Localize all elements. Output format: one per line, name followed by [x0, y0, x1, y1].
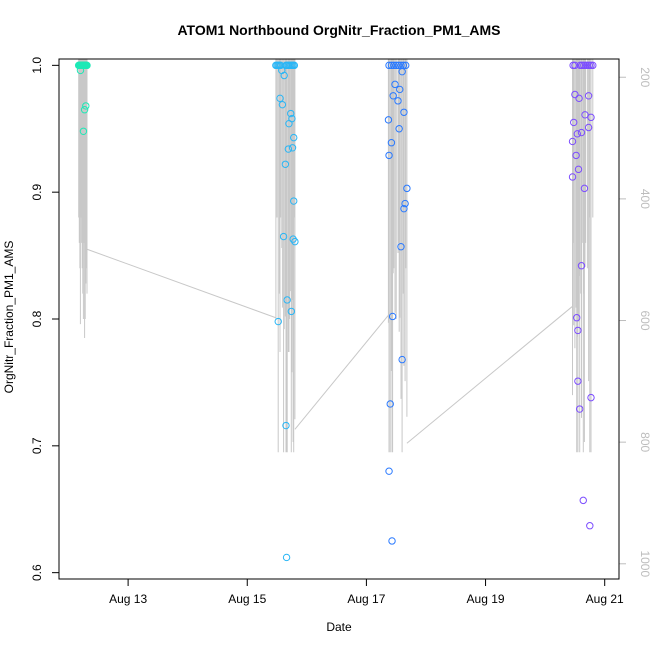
data-point	[577, 262, 586, 270]
data-point	[291, 237, 299, 246]
data-point	[571, 61, 579, 70]
x-tick-label: Aug 21	[586, 592, 624, 606]
line-series-layer	[78, 59, 594, 453]
data-point	[573, 314, 581, 322]
data-point	[584, 123, 593, 132]
data-point	[276, 94, 284, 103]
y2-tick-label: 400	[638, 189, 650, 209]
data-point	[79, 127, 88, 135]
data-point	[280, 71, 288, 80]
data-point	[385, 151, 393, 160]
data-point	[396, 85, 404, 94]
data-point	[394, 61, 403, 70]
data-point	[568, 173, 577, 181]
data-point	[391, 80, 399, 89]
y2-tick-label: 1000	[638, 550, 650, 577]
y-tick-label: 0.9	[30, 184, 44, 201]
data-point	[574, 326, 582, 335]
data-point	[587, 393, 595, 402]
data-point	[575, 405, 584, 413]
y-tick-label: 0.8	[30, 310, 44, 327]
trace-verticals	[78, 59, 594, 453]
data-point	[586, 522, 594, 530]
y-tick-label: 0.7	[30, 437, 44, 454]
data-point	[584, 92, 593, 100]
data-point	[282, 421, 290, 430]
data-point	[274, 317, 282, 326]
data-point	[389, 92, 397, 100]
data-point	[387, 139, 396, 147]
data-point	[385, 61, 393, 70]
data-point	[290, 197, 298, 205]
data-point	[388, 537, 396, 545]
data-point	[570, 118, 578, 127]
y-axis-label: OrgNitr_Fraction_PM1_AMS	[2, 241, 16, 394]
data-point	[580, 184, 589, 193]
data-point	[572, 151, 580, 160]
x-axis-label: Date	[326, 620, 352, 634]
data-point	[575, 94, 583, 103]
data-point	[577, 128, 586, 137]
data-point	[282, 553, 291, 562]
data-point	[290, 61, 299, 70]
data-point	[574, 165, 583, 174]
data-point	[403, 184, 411, 193]
data-point	[288, 144, 297, 152]
y-tick-label: 0.6	[30, 564, 44, 581]
data-point	[397, 243, 405, 251]
data-point	[574, 377, 582, 385]
axes-layer: Aug 13 Aug 15 Aug 17 Aug 19 Aug 21 0.6 0.7 0.8 0…	[30, 57, 650, 606]
y2-tick-label: 200	[638, 67, 650, 87]
data-point	[386, 400, 394, 408]
data-point	[398, 355, 406, 364]
data-point	[573, 130, 581, 138]
x-tick-label: Aug 13	[109, 592, 147, 606]
plot-frame	[58, 58, 620, 580]
data-point	[398, 67, 406, 76]
data-point	[287, 109, 295, 118]
data-point	[579, 496, 587, 505]
data-point	[285, 119, 293, 128]
data-point	[392, 61, 400, 70]
trace-connector	[294, 314, 389, 430]
data-point	[83, 61, 91, 70]
data-point	[290, 133, 298, 142]
data-point	[589, 61, 597, 70]
data-point	[587, 113, 595, 122]
data-point	[281, 160, 290, 168]
x-tick-label: Aug 19	[467, 592, 505, 606]
data-point	[287, 307, 296, 316]
trace-connector	[86, 248, 277, 319]
x-tick-label: Aug 17	[347, 592, 385, 606]
data-point	[278, 100, 287, 109]
data-point	[390, 61, 398, 70]
data-point	[283, 296, 291, 304]
data-point	[395, 125, 403, 133]
data-point	[401, 199, 409, 208]
data-point	[568, 137, 577, 146]
data-point	[80, 106, 89, 114]
data-point	[400, 108, 408, 116]
data-point	[571, 90, 579, 99]
x-tick-label: Aug 15	[228, 592, 266, 606]
data-point	[385, 467, 393, 475]
scatter-points-layer	[74, 61, 597, 562]
chart-title: ATOM1 Northbound OrgNitr_Fraction_PM1_AM…	[177, 22, 500, 38]
trace-connector	[406, 305, 573, 444]
data-point	[388, 312, 397, 321]
data-point	[284, 145, 293, 153]
data-point	[279, 232, 288, 241]
y2-tick-label: 600	[638, 311, 650, 331]
data-point	[82, 102, 90, 110]
data-point	[384, 116, 393, 124]
data-point	[400, 204, 408, 213]
data-point	[581, 111, 589, 119]
y-tick-label: 1.0	[30, 57, 44, 74]
data-point	[76, 66, 85, 75]
y2-tick-label: 800	[638, 432, 650, 452]
data-point	[394, 97, 402, 105]
data-point	[402, 61, 410, 70]
data-point	[387, 61, 396, 70]
